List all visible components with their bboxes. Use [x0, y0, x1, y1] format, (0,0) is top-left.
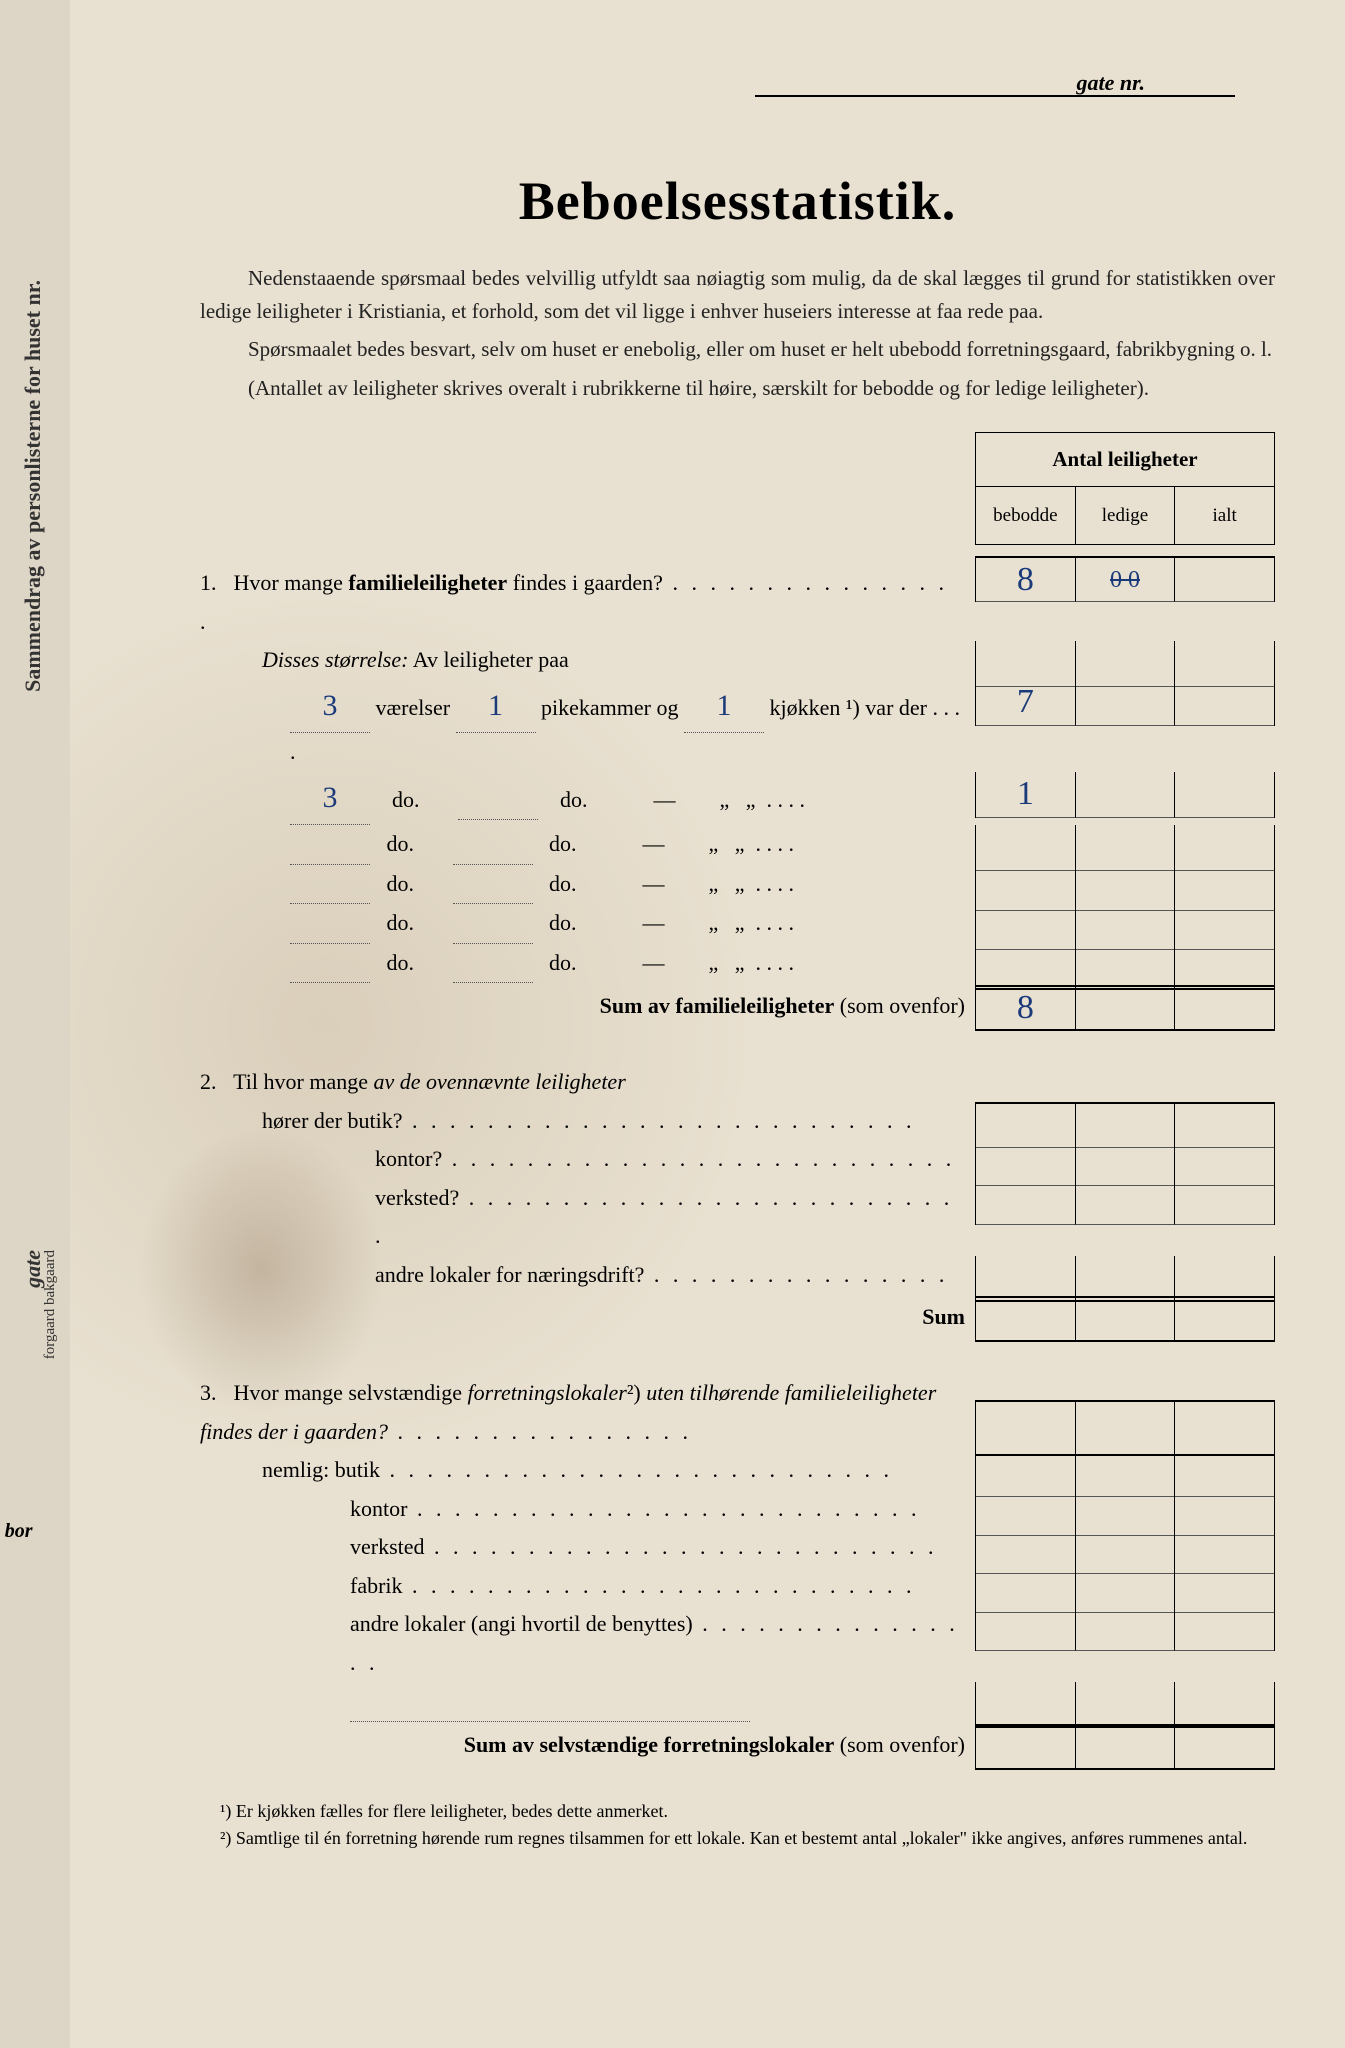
intro-p1: Nedenstaaende spørsmaal bedes velvillig …	[200, 262, 1275, 327]
q1-r1-c1: 8	[976, 556, 1076, 602]
q2-a: Til hvor mange	[233, 1069, 373, 1094]
q3-line1: butik	[335, 1457, 380, 1482]
q1-sum-a: Sum av familieleiligheter	[600, 993, 835, 1018]
q3-c: ²)	[627, 1380, 646, 1405]
question-1: 1. Hvor mange familieleiligheter findes …	[200, 560, 1275, 1029]
gate-label: gate nr.	[1077, 70, 1145, 96]
question-2: 2. Til hvor mange av de ovennævnte leili…	[200, 1059, 1275, 1340]
page-title: Beboelsesstatistik.	[200, 170, 1275, 232]
q1-text-c: findes i gaarden?	[507, 570, 663, 595]
q3-nemlig: nemlig:	[262, 1457, 329, 1482]
q2-b: av de ovennævnte leiligheter	[373, 1069, 625, 1094]
col-ledige: ledige	[1076, 487, 1176, 544]
q3-line4: fabrik	[350, 1573, 403, 1598]
gate-underline	[755, 95, 1235, 97]
q1-r2-c3	[1175, 680, 1274, 726]
footnote-2: ²) Samtlige til én forretning hørende ru…	[220, 1825, 1275, 1852]
q1-row1-hand-c: 1	[704, 680, 744, 733]
q1-row1-vaer: værelser	[376, 695, 451, 720]
q1-sum-c3	[1175, 985, 1274, 1031]
q3-sum-row: Sum av selvstændige forretningslokaler (…	[200, 1722, 965, 1768]
q1-sum-c1: 8	[976, 985, 1076, 1031]
page-spine: Sammendrag av personlisterne for huset n…	[0, 0, 70, 2048]
q3-a: Hvor mange selvstændige	[234, 1380, 468, 1405]
q1-row1-pike: pikekammer og	[541, 695, 678, 720]
q1-av: Av leiligheter paa	[408, 647, 568, 672]
spine-main-text: Sammendrag av personlisterne for huset n…	[20, 280, 46, 692]
q1-sum-row: Sum av familieleiligheter (som ovenfor) …	[200, 983, 965, 1029]
q1-sum-b: (som ovenfor)	[834, 993, 965, 1018]
q1-do-1b: do.	[560, 787, 588, 812]
q3-sum-b: (som ovenfor)	[834, 1732, 965, 1757]
q1-r1-c3	[1175, 556, 1274, 602]
q3-sum-a: Sum av selvstændige forretningslokaler	[464, 1732, 835, 1757]
col-header-row: bebodde ledige ialt	[976, 487, 1274, 545]
question-3: 3. Hvor mange selvstændige forretningslo…	[200, 1370, 1275, 1768]
intro-p3: (Antallet av leiligheter skrives overalt…	[200, 372, 1275, 405]
q2-sum: Sum	[922, 1304, 965, 1329]
q3-line3: verksted	[350, 1534, 425, 1559]
columns-header-box: Antal leiligheter bebodde ledige ialt	[975, 432, 1275, 545]
q1-r3-c3	[1175, 772, 1274, 818]
col-ialt: ialt	[1175, 487, 1274, 544]
q1-r3-c1: 1	[976, 772, 1076, 818]
q3-num: 3.	[200, 1374, 228, 1413]
q1-r2-c1: 7	[976, 680, 1076, 726]
q1-row1-hand-b: 1	[476, 680, 516, 733]
col-header-main: Antal leiligheter	[976, 433, 1274, 487]
q1-r3-c2	[1076, 772, 1176, 818]
q2-line1: hører der butik?	[262, 1108, 403, 1133]
footnotes: ¹) Er kjøkken fælles for flere leilighet…	[200, 1798, 1275, 1852]
q2-line2: kontor?	[375, 1146, 442, 1171]
q1-row1-hand-a: 3	[310, 680, 350, 733]
intro-block: Nedenstaaende spørsmaal bedes velvillig …	[200, 262, 1275, 404]
q1-num: 1.	[200, 564, 228, 603]
q1-r1-c2: 0 0	[1076, 556, 1176, 602]
q2-line3: verksted?	[375, 1185, 459, 1210]
footnote-1: ¹) Er kjøkken fælles for flere leilighet…	[220, 1798, 1275, 1825]
document-page: gate nr. Beboelsesstatistik. Nedenstaaen…	[70, 0, 1345, 2048]
q1-row1-kjok: kjøkken ¹) var der	[770, 695, 927, 720]
q1-sum-c2	[1076, 985, 1176, 1031]
q2-sum-row: Sum	[200, 1294, 965, 1340]
col-bebodde: bebodde	[976, 487, 1076, 544]
spine-bor-text: ! bor	[0, 1520, 33, 1543]
q2-num: 2.	[200, 1063, 228, 1102]
q3-line5: andre lokaler (angi hvortil de benyttes)	[350, 1611, 693, 1636]
form-area: Antal leiligheter bebodde ledige ialt 1.…	[200, 432, 1275, 1768]
q3-line2: kontor	[350, 1496, 407, 1521]
q3-b: forretningslokaler	[468, 1380, 627, 1405]
q1-do-1a: do.	[392, 787, 420, 812]
q1-text-a: Hvor mange	[234, 570, 349, 595]
spine-forgaard-text: forgaard bakgaard	[42, 1250, 59, 1359]
q1-row2-hand: 3	[310, 772, 350, 825]
q1-disses: Disses størrelse:	[262, 647, 408, 672]
q2-line4: andre lokaler for næringsdrift?	[375, 1262, 644, 1287]
intro-p2: Spørsmaalet bedes besvart, selv om huset…	[200, 333, 1275, 366]
q1-text-b: familieleiligheter	[348, 570, 507, 595]
q1-r2-c2	[1076, 680, 1176, 726]
